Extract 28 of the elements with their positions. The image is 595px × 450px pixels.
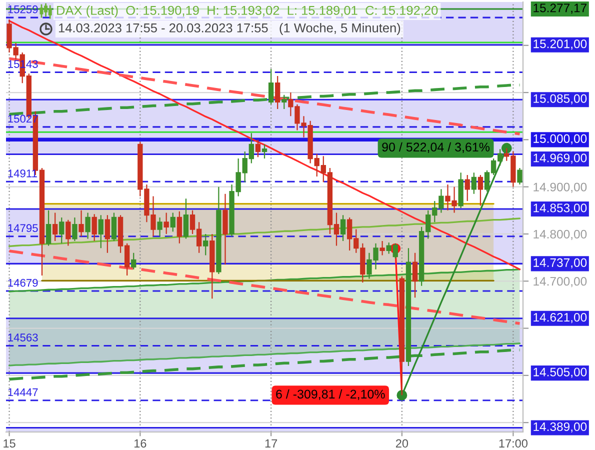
x-tick-label: 17:00 [499,439,528,448]
ref-line-label: 14.505,00 [534,368,587,378]
ref-line-label: 15.277,17 [534,4,586,14]
ref-line-label: 14.621,00 [534,312,587,324]
y-tick-label: 14.800,00 [534,230,587,240]
band-label: 15.000,00 [534,134,587,144]
ref-line-label: 14679 [8,278,38,287]
annotation: 90 / 522,04 / 3,61% [382,142,490,153]
ref-line-label: 14447 [8,388,38,396]
x-tick-label: 15 [4,439,16,448]
y-tick-label: 14.700,00 [534,277,587,288]
annotation: 6 / -309,81 / -2,10% [276,389,385,400]
ref-line-label: 14.853,00 [534,204,587,214]
ref-line-label: 14.389,00 [534,422,587,432]
ref-line-label: 15.085,00 [534,94,587,104]
text: 14.03.2023 17:55 - 20.03.2023 17:55 (1 Woche, 5 Minuten) [58,23,400,35]
ref-line-label: 14.737,00 [534,258,587,268]
ref-line-label: 15.201,00 [534,40,587,50]
ref-line-label: 15259 [8,5,38,14]
x-tick-label: 17 [265,439,278,448]
x-tick-label: 20 [396,439,408,448]
y-tick-label: 14.900,00 [534,182,587,193]
ref-line-label: 14911 [8,169,37,178]
ref-line-label: 14563 [8,334,38,342]
ref-line-label: 14795 [8,224,38,232]
x-tick-label: 16 [134,439,146,448]
chart-title: DAX (Last) O: 15.190,19 H: 15.193,02 L: 15.189,01 C: 15.192,20 [57,6,438,18]
ref-line-label: 14.969,00 [534,154,587,164]
